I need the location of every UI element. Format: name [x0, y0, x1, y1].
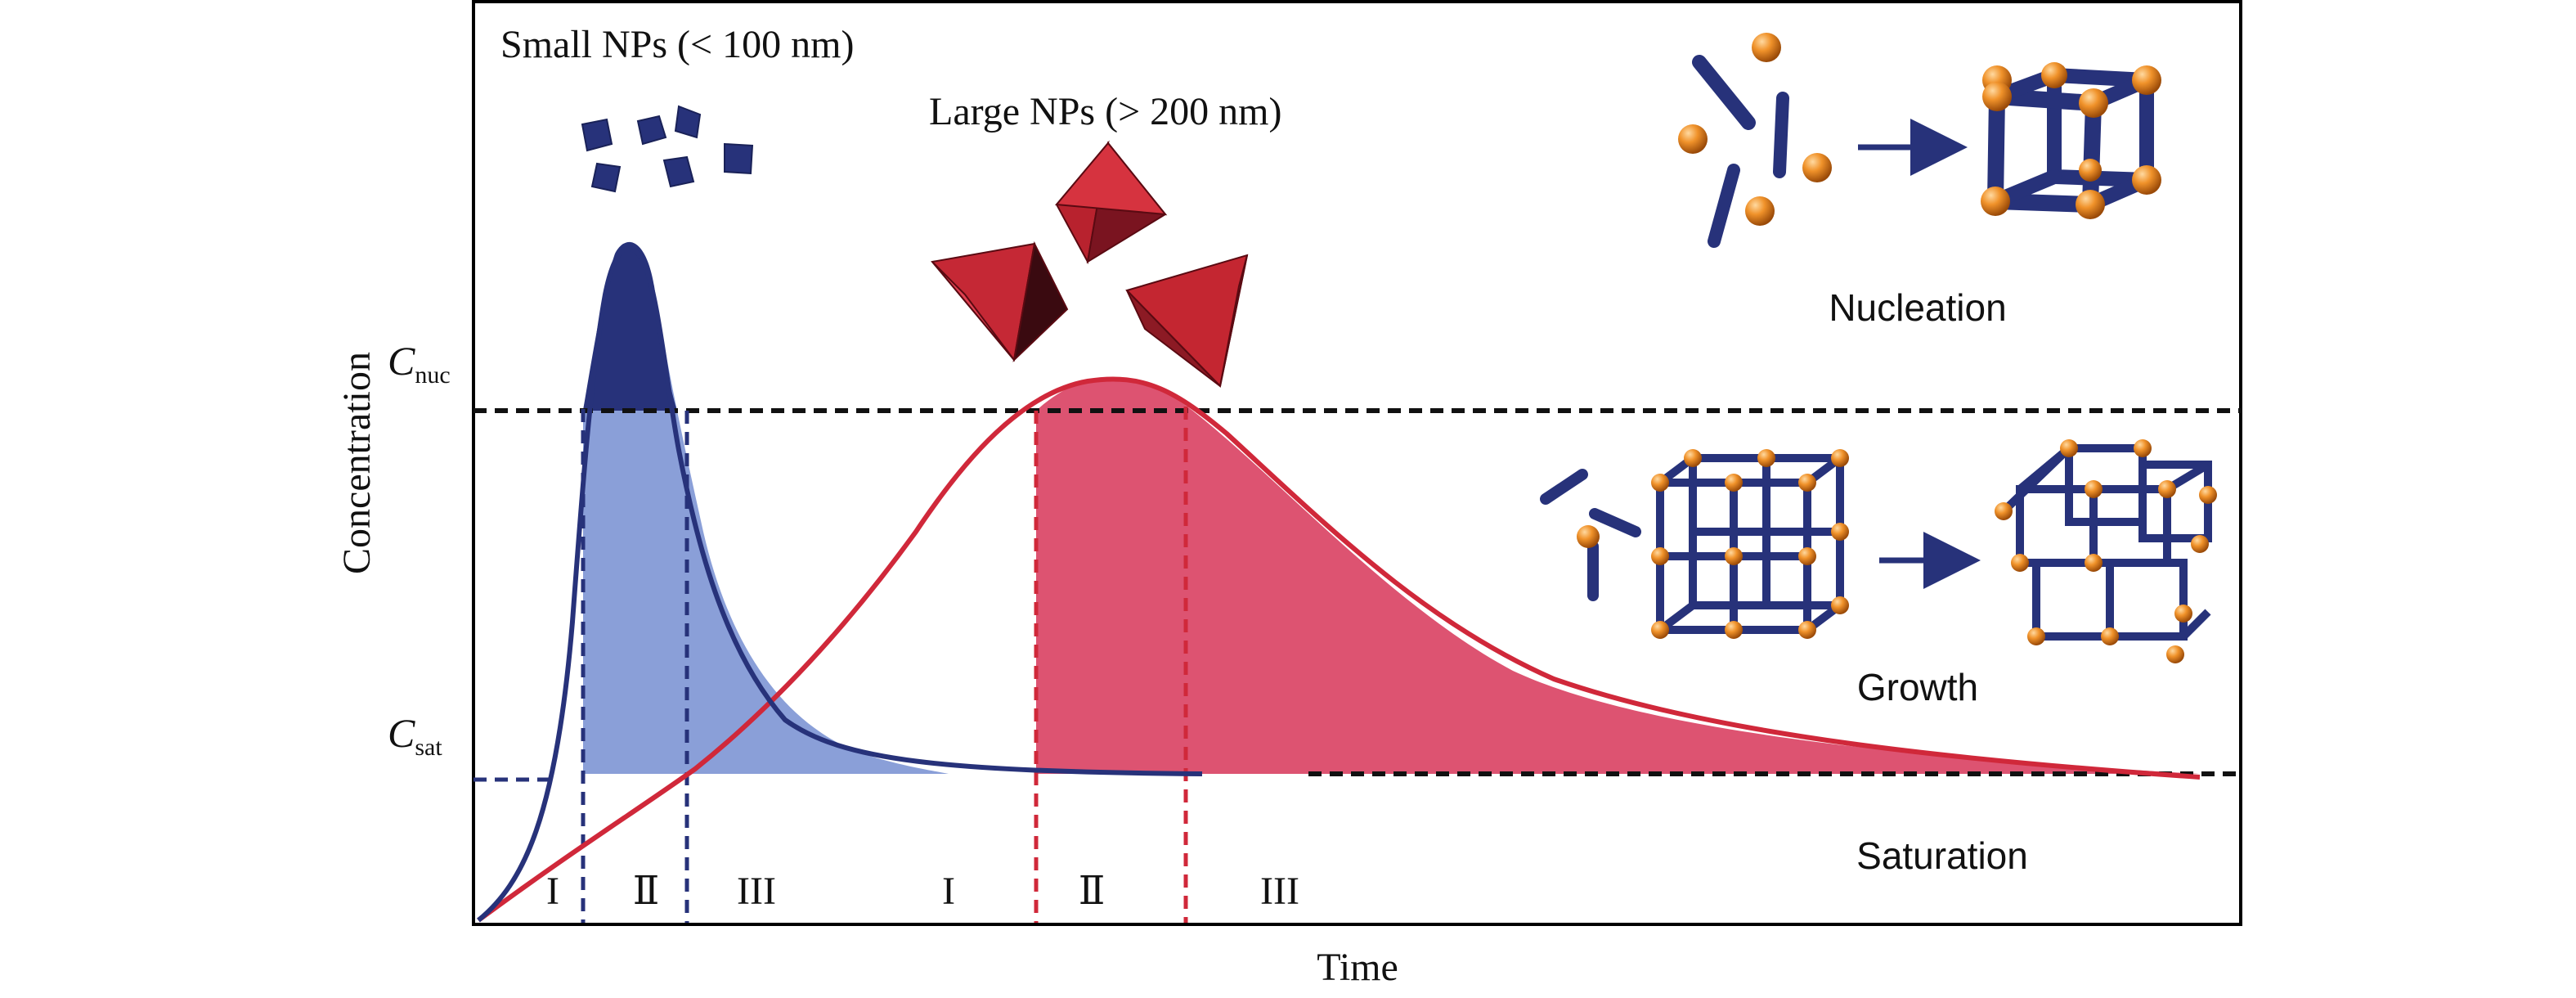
small-stage-1-label: I	[546, 870, 559, 913]
growth-label: Growth	[1857, 666, 1978, 708]
nucleation-cube-nodes-icon	[1981, 62, 2161, 219]
large-stage-1-label: I	[942, 870, 955, 913]
small-stage-3-label: III	[737, 870, 776, 913]
small-np-curve	[477, 245, 1203, 923]
c-nuc-label: Cnuc	[388, 338, 451, 389]
octahedra-icon	[931, 140, 1249, 389]
large-stage-3-label: III	[1260, 870, 1299, 913]
nucleation-label: Nucleation	[1829, 286, 2006, 329]
c-sat-label: Csat	[388, 710, 442, 761]
small-np-fill	[583, 246, 949, 774]
x-axis-label: Time	[1317, 946, 1398, 989]
cube-particles-icon	[581, 105, 754, 193]
plot-frame	[472, 0, 2242, 926]
small-stage-2-label: Ⅱ	[633, 870, 660, 913]
large-np-fill	[1036, 378, 2200, 774]
nucleation-precursors-icon	[1678, 33, 1832, 248]
large-np-title: Large NPs (> 200 nm)	[929, 90, 1281, 133]
saturation-label: Saturation	[1856, 834, 2028, 877]
y-axis-label: Concentration	[335, 352, 379, 574]
large-stage-2-label: Ⅱ	[1079, 870, 1106, 913]
large-np-curve	[477, 376, 2201, 923]
growth-precursors-icon	[1540, 469, 1641, 601]
growth-lattice-large-nodes-icon	[1995, 439, 2217, 663]
small-np-title: Small NPs (< 100 nm)	[500, 23, 854, 66]
growth-lattice-nodes-icon	[1651, 449, 1849, 639]
